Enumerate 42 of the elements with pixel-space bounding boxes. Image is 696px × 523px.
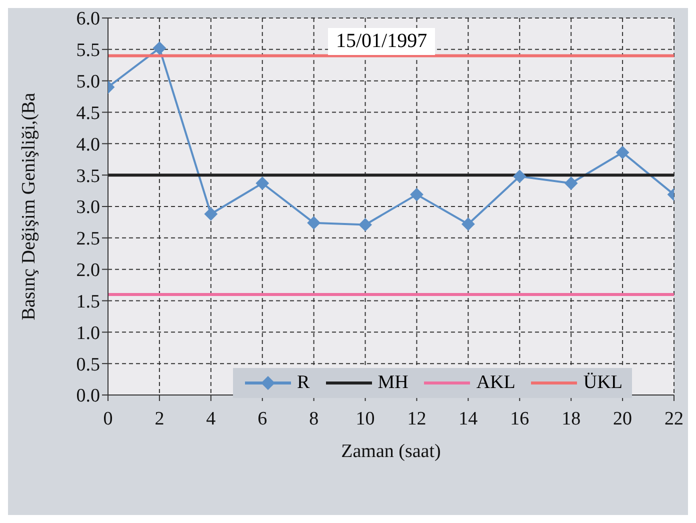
point xyxy=(256,176,269,190)
x-tick-label: 6 xyxy=(258,408,268,430)
x-tick-label: 20 xyxy=(613,408,632,430)
y-tick-label: 5.0 xyxy=(76,72,100,93)
x-tick-label: 16 xyxy=(510,408,530,430)
point xyxy=(358,218,372,232)
x-tick-label: 22 xyxy=(664,408,684,430)
x-tick-label: 4 xyxy=(206,408,216,430)
y-tick-label: 4.0 xyxy=(76,134,100,156)
x-tick-label: 18 xyxy=(562,408,581,430)
y-tick-label: 0.0 xyxy=(76,386,100,407)
point xyxy=(410,188,424,202)
point xyxy=(152,42,166,55)
point xyxy=(616,146,630,159)
point xyxy=(204,208,218,221)
x-tick-label: 12 xyxy=(407,408,426,430)
y-tick-label: 2.0 xyxy=(76,260,100,282)
point xyxy=(564,176,578,190)
legend-label: AKL xyxy=(476,372,516,394)
y-tick-label: 3.0 xyxy=(76,197,100,218)
x-tick-label: 8 xyxy=(309,408,319,430)
y-tick-label: 1.5 xyxy=(76,291,100,312)
y-tick-label: 1.0 xyxy=(76,322,100,344)
y-tick-label: 2.5 xyxy=(76,228,100,250)
point xyxy=(462,218,475,231)
y-tick-label: 0.5 xyxy=(76,354,100,376)
legend-label: ÜKL xyxy=(583,372,622,394)
point xyxy=(513,170,526,183)
point xyxy=(307,216,320,230)
y-tick-label: 4.5 xyxy=(76,102,100,124)
x-tick-label: 14 xyxy=(458,408,478,430)
text: 15/01/1997 xyxy=(328,28,436,55)
x-axis-title: Zaman (saat) xyxy=(341,441,441,462)
y-tick-label: 6.0 xyxy=(76,8,100,30)
y-tick-label: 5.5 xyxy=(76,40,100,62)
legend-label: R xyxy=(297,372,310,394)
x-tick-label: 2 xyxy=(154,408,164,430)
y-axis-title: Basınç Değişim Genişliği,(Ba xyxy=(18,92,40,320)
x-tick-label: 10 xyxy=(356,408,375,430)
legend-label: MH xyxy=(378,372,408,394)
x-tick-label: 0 xyxy=(103,408,113,430)
y-tick-label: 3.5 xyxy=(76,166,100,187)
